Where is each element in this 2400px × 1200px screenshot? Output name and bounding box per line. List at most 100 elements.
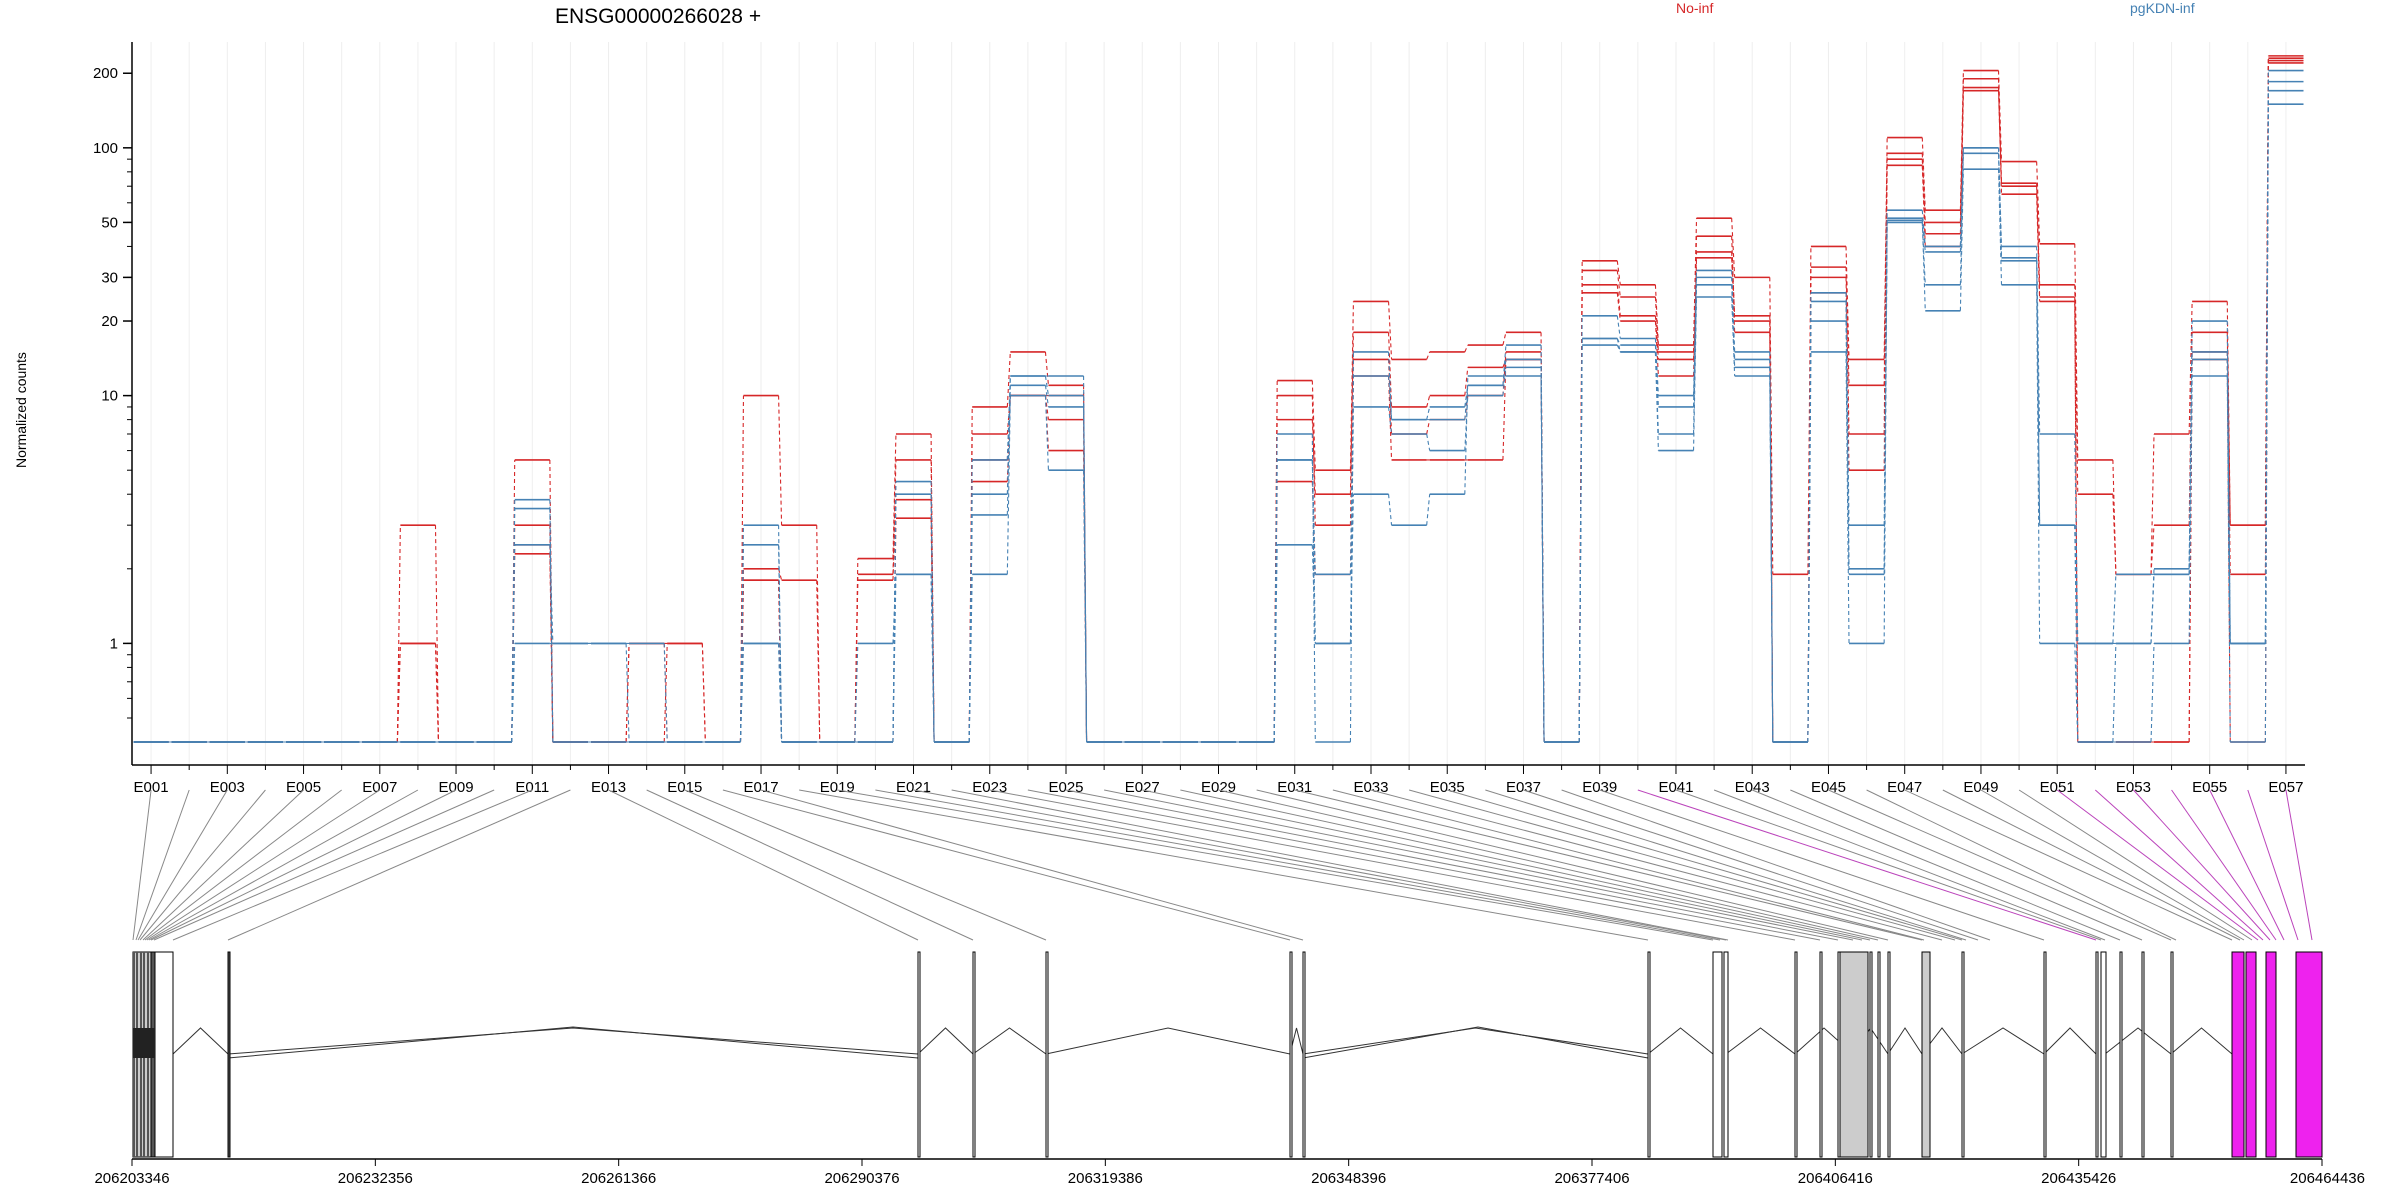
intron-line — [2170, 1027, 2233, 1055]
x-tick-label: E047 — [1887, 779, 1922, 796]
exon-connector — [608, 789, 919, 941]
exon-connector — [1790, 789, 2143, 941]
exon-box — [2095, 951, 2099, 1158]
exon-connector — [1065, 789, 1839, 941]
intron-line — [1302, 1027, 1649, 1055]
series-connector — [168, 104, 2269, 743]
x-tick-label: E027 — [1125, 779, 1160, 796]
exon-box — [227, 951, 231, 1158]
intron-line — [1887, 1027, 1923, 1055]
exon-box — [1961, 951, 1965, 1158]
x-tick-label: E051 — [2040, 779, 2075, 796]
exon-box — [2231, 951, 2245, 1158]
x-tick-label: E035 — [1430, 779, 1465, 796]
exon-box — [2043, 951, 2047, 1158]
exon-box — [1723, 951, 1729, 1158]
y-tick-label: 20 — [101, 313, 118, 330]
coordinate-label: 206435426 — [2041, 1170, 2116, 1187]
exon-box — [1887, 951, 1891, 1158]
exon-connector — [1104, 789, 1854, 941]
coordinate-label: 206203346 — [94, 1170, 169, 1187]
exon-connector — [913, 789, 1727, 941]
exon-connector — [146, 789, 381, 941]
exon-box — [1819, 951, 1823, 1158]
exon-connector — [142, 789, 304, 941]
y-axis: 1 10 20 30 50 100 200 — [93, 42, 133, 765]
exon-connector — [1637, 789, 2097, 941]
exon-box — [1289, 951, 1293, 1158]
exon-box — [2265, 951, 2277, 1158]
exon-connector — [144, 789, 342, 941]
y-tick-label: 50 — [101, 214, 118, 231]
exon-connector — [132, 789, 152, 941]
exon-connector — [1866, 789, 2177, 941]
intron-line — [2104, 1027, 2172, 1055]
exon-box — [1839, 951, 1869, 1158]
exon-connector — [1180, 789, 1871, 941]
intron-line — [227, 1027, 919, 1055]
intron-line — [227, 1026, 919, 1059]
exon-connector — [148, 789, 419, 941]
exon-connector — [2056, 789, 2259, 941]
gene-model-track — [132, 951, 2323, 1158]
exon-connector — [135, 789, 190, 941]
intron-line — [1302, 1026, 1649, 1059]
exon-box — [2295, 951, 2323, 1158]
exon-box — [1921, 951, 1931, 1158]
exon-box — [2100, 951, 2107, 1158]
exon-connector — [875, 789, 1721, 941]
exon-box — [1794, 951, 1798, 1158]
x-tick-label: E003 — [210, 779, 245, 796]
x-tick-label: E019 — [820, 779, 855, 796]
x-tick-label: E045 — [1811, 779, 1846, 796]
exon-box — [1712, 951, 1723, 1158]
exon-connector — [2209, 789, 2285, 941]
x-axis: E001 E003 E005 E007 E009 E011 E013 E015 E017 E019… — [132, 764, 2305, 796]
series-lines — [133, 55, 2304, 743]
series-pgkdn-inf-7 — [133, 103, 2304, 743]
intron-line — [2043, 1027, 2097, 1055]
exon-connector — [760, 789, 1304, 941]
chart-title: ENSG00000266028 + — [555, 5, 761, 28]
x-tick-label: E043 — [1735, 779, 1770, 796]
intron-line — [1045, 1027, 1291, 1055]
exon-connector — [1599, 789, 2045, 941]
exon-connector — [1370, 789, 1943, 941]
legend-entry-no-inf: No-inf — [1676, 0, 1713, 16]
exon-connector — [1523, 789, 1979, 941]
exon-connector — [150, 789, 457, 941]
genomic-coordinate-axis: 206203346 206232356 206261366 206290376 2063… — [94, 1158, 2365, 1187]
x-tick-label: E055 — [2192, 779, 2227, 796]
exon-connector — [137, 789, 228, 941]
exon-box — [917, 951, 921, 1158]
exon-box — [133, 1028, 155, 1058]
exon-box — [972, 951, 976, 1158]
exon-connector-lines — [132, 789, 2313, 941]
exon-connector — [172, 789, 533, 941]
x-tick-label: E011 — [515, 779, 549, 796]
coordinate-label: 206348396 — [1311, 1170, 1386, 1187]
exon-connector — [1218, 789, 1879, 941]
exon-connector — [722, 789, 1291, 941]
exon-connector — [1713, 789, 2106, 941]
exon-box — [154, 951, 174, 1158]
x-tick-label: E015 — [667, 779, 702, 796]
intron-line — [172, 1027, 229, 1055]
exon-connector — [139, 789, 266, 941]
y-tick-label: 10 — [101, 388, 118, 405]
coordinate-label: 206377406 — [1554, 1170, 1629, 1187]
x-tick-label: E057 — [2268, 779, 2303, 796]
x-tick-label: E009 — [439, 779, 474, 796]
exon-connector — [2247, 789, 2299, 941]
exon-box — [2119, 951, 2123, 1158]
x-tick-label: E049 — [1963, 779, 1998, 796]
coordinate-label: 206232356 — [338, 1170, 413, 1187]
exon-connector — [837, 789, 1714, 941]
legend-entry-pgkdn-inf: pgKDN-inf — [2130, 0, 2195, 16]
exon-connector — [951, 789, 1729, 941]
x-tick-label: E031 — [1277, 779, 1312, 796]
exon-connector — [1904, 789, 2233, 941]
exon-connector — [227, 789, 571, 941]
exon-box — [1869, 951, 1873, 1158]
exon-box — [1647, 951, 1651, 1158]
